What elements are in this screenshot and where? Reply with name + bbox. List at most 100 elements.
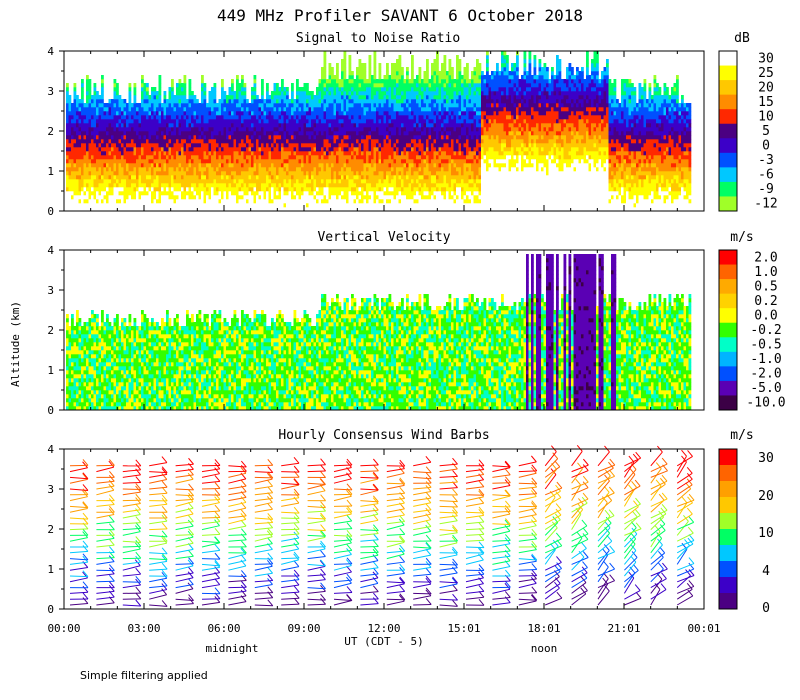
snr-cell (386, 67, 389, 72)
snr-cell (121, 103, 124, 108)
snr-cell (68, 175, 72, 180)
snr-cell (223, 151, 227, 156)
snr-cell (91, 131, 94, 136)
snr-cell (356, 87, 359, 92)
snr-cell (211, 95, 214, 100)
snr-cell (228, 175, 232, 180)
snr-cell (101, 91, 104, 96)
snr-cell (236, 143, 239, 148)
snr-cell (236, 87, 239, 92)
snr-cell (368, 75, 372, 80)
snr-cell (148, 179, 152, 184)
snr-cell (436, 151, 439, 156)
snr-cell (316, 95, 319, 100)
snr-cell (376, 83, 379, 88)
snr-cell (323, 91, 327, 96)
snr-cell (373, 151, 377, 156)
snr-cell (451, 167, 454, 172)
snr-cell (193, 207, 197, 212)
snr-cell (408, 199, 412, 204)
snr-cell (156, 203, 159, 208)
snr-cell (103, 199, 107, 204)
snr-cell (423, 75, 427, 80)
snr-cell (176, 171, 179, 176)
snr-cell (266, 207, 269, 212)
snr-cell (448, 119, 452, 124)
snr-cell (88, 123, 92, 128)
snr-cell (93, 155, 97, 160)
snr-cell (183, 167, 187, 172)
snr-cell (431, 115, 434, 120)
snr-cell (136, 151, 139, 156)
snr-cell (201, 175, 204, 180)
snr-cell (241, 159, 244, 164)
snr-cell (81, 131, 84, 136)
snr-cell (398, 95, 402, 100)
snr-cell (323, 195, 327, 200)
snr-cell (293, 207, 297, 212)
snr-cell (383, 79, 387, 84)
snr-cell (403, 179, 407, 184)
snr-cell (336, 143, 339, 148)
snr-cell (231, 99, 234, 104)
snr-cell (263, 103, 267, 108)
snr-cell (396, 119, 399, 124)
snr-cell (288, 175, 292, 180)
snr-cell (161, 183, 164, 188)
snr-cell (131, 159, 134, 164)
snr-cell (248, 139, 252, 144)
snr-cell (113, 203, 117, 208)
snr-cell (138, 167, 142, 172)
snr-cell (211, 183, 214, 188)
snr-cell (138, 175, 142, 180)
snr-cell (253, 119, 257, 124)
snr-cell (313, 151, 317, 156)
snr-cell (123, 127, 127, 132)
snr-cell (191, 195, 194, 200)
snr-cell (278, 171, 282, 176)
snr-cell (221, 187, 224, 192)
snr-cell (241, 139, 244, 144)
snr-cell (203, 135, 207, 140)
snr-cell (423, 183, 427, 188)
snr-cell (266, 203, 269, 208)
snr-cell (113, 83, 117, 88)
snr-cell (438, 127, 442, 132)
snr-cell (128, 191, 132, 196)
snr-cell (221, 107, 224, 112)
snr-cell (173, 167, 177, 172)
snr-cell (151, 195, 154, 200)
snr-cell (343, 175, 347, 180)
snr-cell (108, 195, 112, 200)
snr-cell (411, 131, 414, 136)
snr-cell (226, 127, 229, 132)
snr-cell (166, 107, 169, 112)
snr-cell (416, 115, 419, 120)
snr-cell (133, 87, 137, 92)
snr-cell (288, 151, 292, 156)
snr-cell (278, 199, 282, 204)
snr-cell (373, 107, 377, 112)
snr-cell (76, 107, 79, 112)
snr-cell (343, 191, 347, 196)
snr-cell (378, 131, 382, 136)
snr-cell (68, 199, 72, 204)
snr-cell (301, 171, 304, 176)
snr-cell (443, 187, 447, 192)
snr-cell (411, 167, 414, 172)
snr-cell (278, 207, 282, 212)
snr-cell (398, 99, 402, 104)
snr-cell (361, 183, 364, 188)
snr-cell (418, 183, 422, 188)
snr-cell (126, 207, 129, 212)
snr-cell (446, 87, 449, 92)
snr-cell (133, 91, 137, 96)
snr-cell (88, 203, 92, 208)
snr-cell (408, 147, 412, 152)
snr-cell (191, 207, 194, 212)
snr-cell (116, 187, 119, 192)
snr-cell (228, 119, 232, 124)
snr-cell (361, 119, 364, 124)
snr-cell (266, 167, 269, 172)
snr-cell (443, 135, 447, 140)
